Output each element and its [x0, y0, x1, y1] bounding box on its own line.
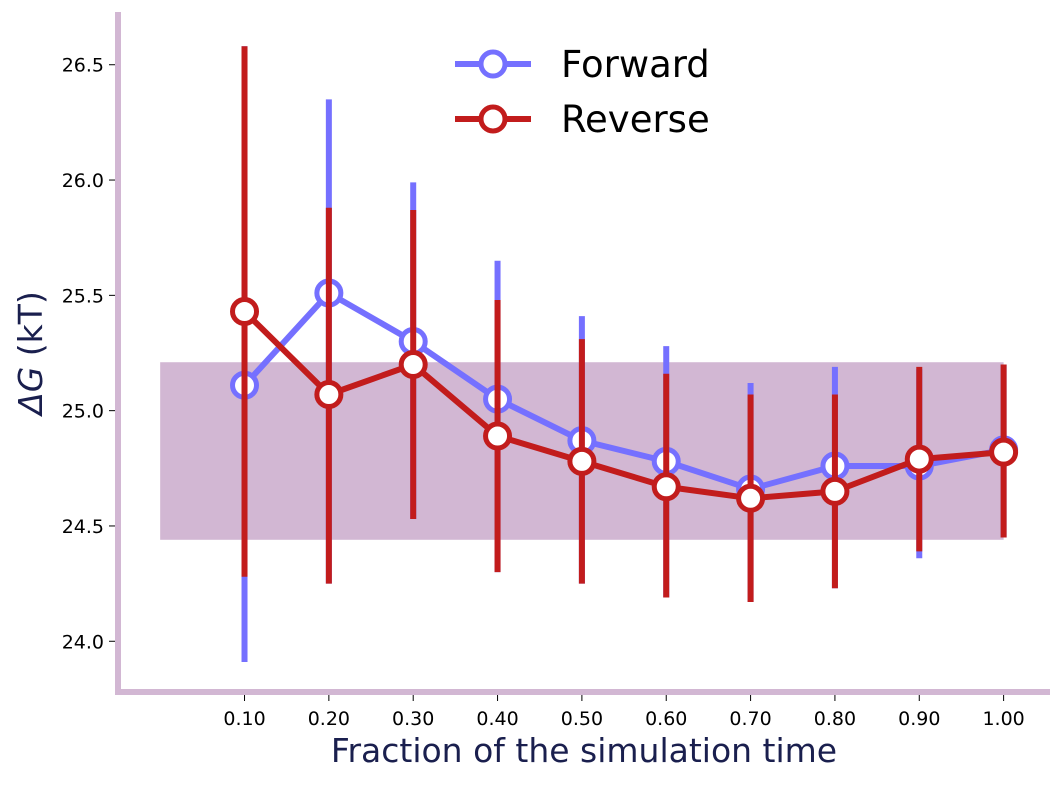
- data-point: [651, 472, 681, 502]
- series-line: [242, 309, 1004, 502]
- data-point: [483, 421, 513, 451]
- series-reverse: [230, 46, 1019, 603]
- legend: Forward Reverse: [455, 43, 710, 141]
- data-point: [314, 380, 344, 410]
- x-tick-label: 0.10: [223, 708, 265, 730]
- x-tick-label: 0.90: [898, 708, 940, 730]
- y-axis-title: ΔG (kT): [11, 291, 50, 418]
- legend-item-forward: Forward: [455, 43, 710, 86]
- data-point: [820, 476, 850, 506]
- data-point: [736, 483, 766, 513]
- series-line: [242, 290, 1005, 493]
- legend-label: Reverse: [561, 98, 710, 141]
- data-point: [567, 446, 597, 476]
- data-point: [230, 296, 260, 326]
- y-tick-label: 24.5: [62, 516, 104, 538]
- series-layer: [230, 46, 1019, 663]
- axes-layer: [115, 12, 1050, 695]
- legend-marker: [478, 49, 508, 79]
- x-tick-label: 0.70: [729, 708, 771, 730]
- legend-item-reverse: Reverse: [455, 98, 710, 141]
- x-tick-label: 0.30: [392, 708, 434, 730]
- legend-marker: [478, 104, 508, 134]
- data-point: [398, 350, 428, 380]
- x-tick-label: 0.80: [814, 708, 856, 730]
- data-point: [989, 437, 1019, 467]
- y-axis-title-symbol: ΔG: [11, 367, 50, 418]
- y-axis-title-unit: (kT): [11, 291, 50, 367]
- data-point: [904, 444, 934, 474]
- x-tick-label: 0.40: [476, 708, 518, 730]
- legend-label: Forward: [561, 43, 710, 86]
- x-tick-label: 0.20: [308, 708, 350, 730]
- x-axis-title: Fraction of the simulation time: [331, 731, 837, 770]
- x-tick-label: 0.50: [561, 708, 603, 730]
- y-tick-label: 24.0: [62, 631, 104, 653]
- x-tick-label: 1.00: [982, 708, 1024, 730]
- ticks-layer: 0.10 0.20 0.30 0.40 0.50 0.60 0.70 0.80 0.90 1.00…: [62, 55, 1025, 730]
- y-tick-label: 26.0: [62, 170, 104, 192]
- y-tick-label: 25.5: [62, 285, 104, 307]
- y-tick-label: 25.0: [62, 401, 104, 423]
- y-tick-label: 26.5: [62, 55, 104, 77]
- x-tick-label: 0.60: [645, 708, 687, 730]
